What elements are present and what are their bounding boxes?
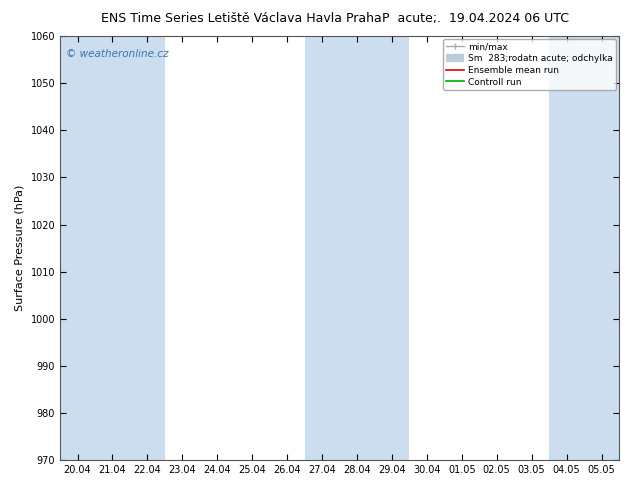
Bar bbox=[549, 36, 619, 460]
Text: ENS Time Series Letiště Václava Havla Praha: ENS Time Series Letiště Václava Havla Pr… bbox=[101, 12, 381, 25]
Text: © weatheronline.cz: © weatheronline.cz bbox=[66, 49, 168, 59]
Text: P  acute;.  19.04.2024 06 UTC: P acute;. 19.04.2024 06 UTC bbox=[382, 12, 569, 25]
Bar bbox=[60, 36, 165, 460]
Y-axis label: Surface Pressure (hPa): Surface Pressure (hPa) bbox=[15, 185, 25, 311]
Legend: min/max, Sm  283;rodatn acute; odchylka, Ensemble mean run, Controll run: min/max, Sm 283;rodatn acute; odchylka, … bbox=[443, 39, 616, 90]
Bar bbox=[304, 36, 410, 460]
